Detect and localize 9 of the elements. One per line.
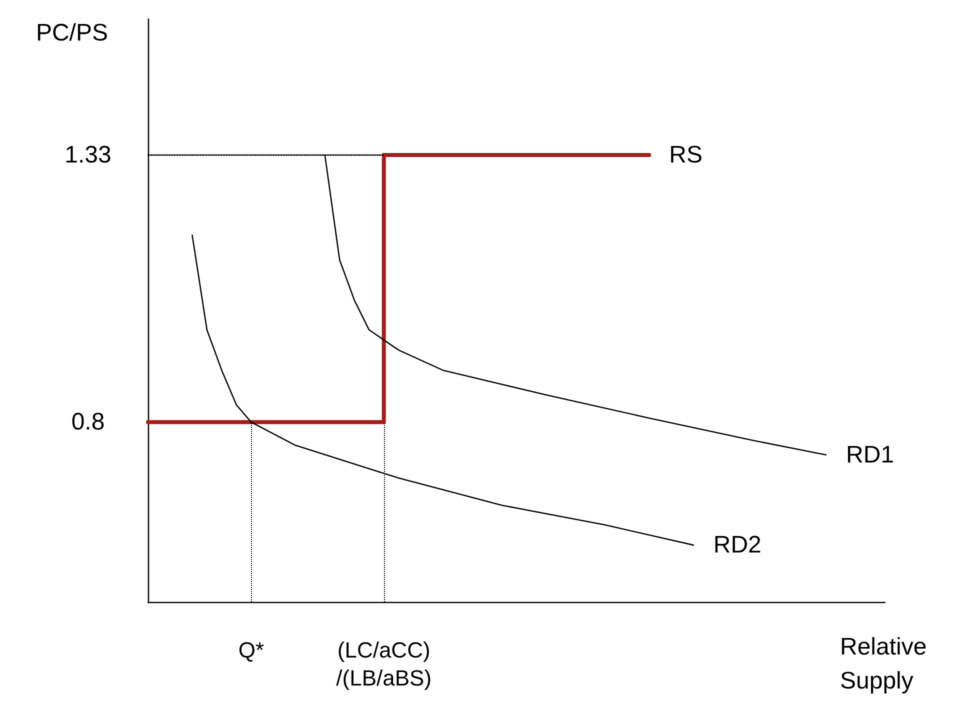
x-tick-label: Q* xyxy=(238,638,264,662)
y-tick-label: 1.33 xyxy=(64,142,112,169)
series-label: RD2 xyxy=(713,532,762,559)
series-label: RS xyxy=(669,142,703,169)
x-axis-title: Relative Supply xyxy=(840,634,927,694)
series-label: RD1 xyxy=(846,441,894,468)
y-tick-label: 0.8 xyxy=(71,408,105,436)
y-axis-title: PC/PS xyxy=(36,20,108,46)
x-tick-label: (LC/aCC) /(LB/aBS) xyxy=(336,638,432,690)
